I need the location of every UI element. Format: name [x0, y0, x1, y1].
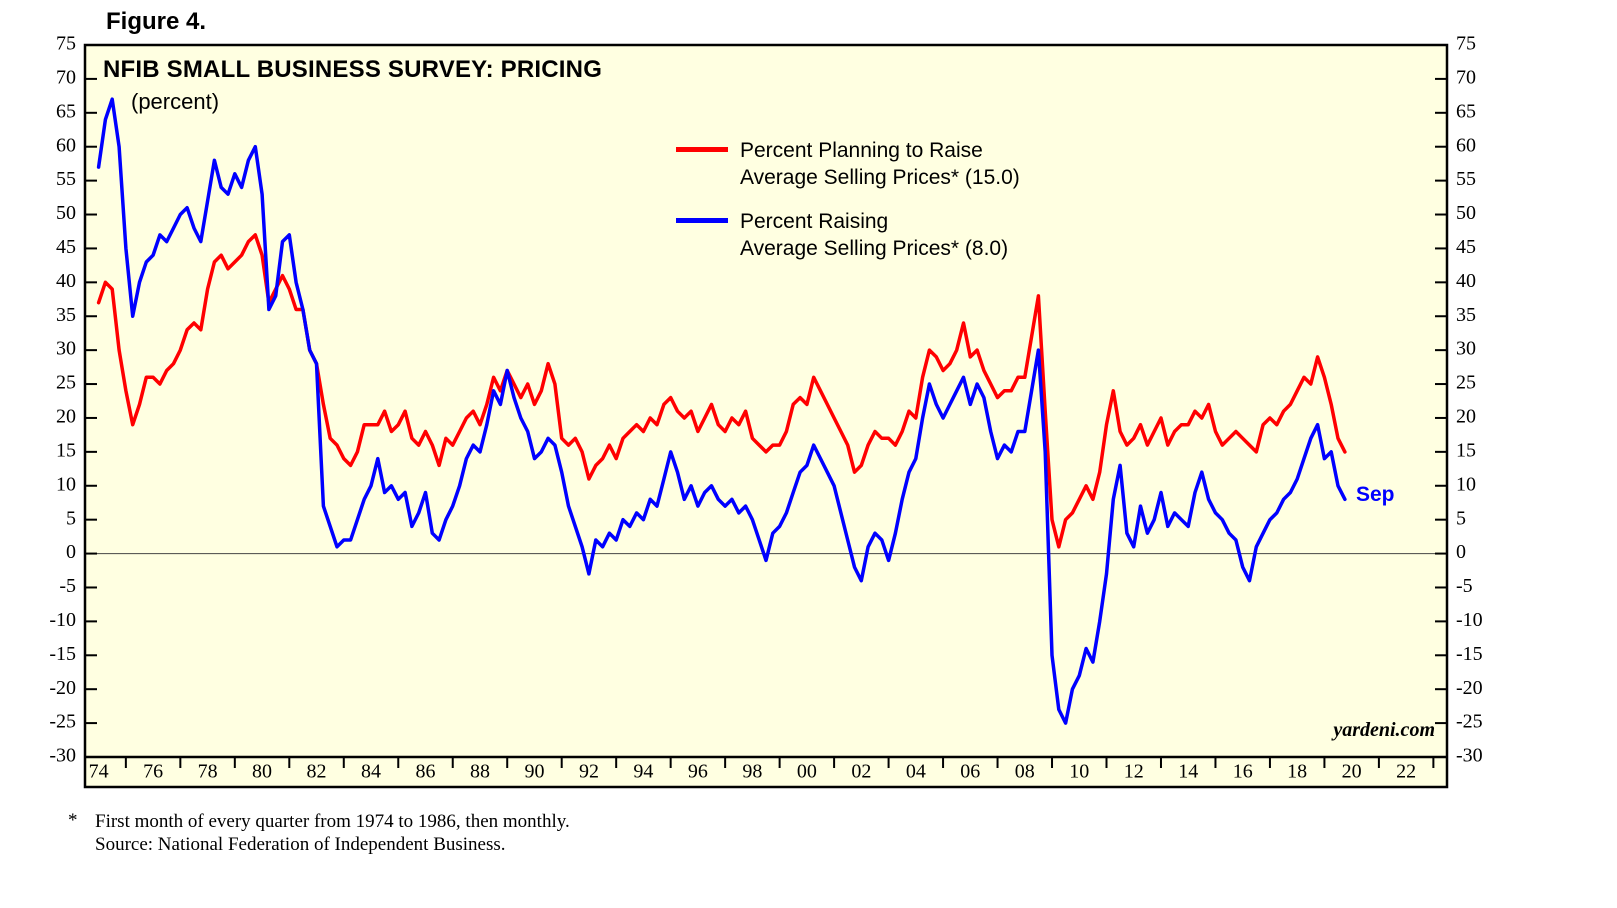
y-tick-label-left: 60: [56, 134, 76, 156]
y-tick-label-right: 25: [1456, 372, 1476, 394]
x-tick-label: 76: [143, 761, 163, 783]
y-tick-label-right: 70: [1456, 66, 1476, 88]
legend-label-raising: Percent Raising Average Selling Prices* …: [740, 208, 1008, 262]
y-tick-label-right: 35: [1456, 304, 1476, 326]
y-tick-label-right: 5: [1456, 507, 1466, 529]
x-tick-label: 84: [361, 761, 381, 783]
legend-swatch-red-line: [676, 147, 728, 152]
x-tick-label: 98: [742, 761, 762, 783]
y-tick-label-right: 0: [1456, 541, 1466, 563]
x-tick-label: 02: [851, 761, 871, 783]
y-tick-label-left: 20: [56, 406, 76, 428]
x-tick-label: 78: [198, 761, 218, 783]
y-tick-label-right: 75: [1456, 33, 1476, 55]
x-tick-label: 88: [470, 761, 490, 783]
x-tick-label: 08: [1015, 761, 1035, 783]
y-tick-label-right: -10: [1456, 609, 1483, 631]
y-tick-label-right: 65: [1456, 100, 1476, 122]
y-tick-label-right: -15: [1456, 643, 1483, 665]
y-tick-label-right: 50: [1456, 202, 1476, 224]
y-tick-label-left: -5: [59, 575, 76, 597]
legend-item-planning-to-raise: Percent Planning to Raise Average Sellin…: [676, 137, 1020, 191]
y-tick-label-right: 20: [1456, 406, 1476, 428]
x-tick-label: 00: [797, 761, 817, 783]
watermark: yardeni.com: [1333, 719, 1435, 741]
x-tick-label: 74: [89, 761, 109, 783]
y-tick-label-right: 40: [1456, 270, 1476, 292]
x-tick-label: 10: [1069, 761, 1089, 783]
footnote-line-1: First month of every quarter from 1974 t…: [95, 811, 570, 832]
y-tick-label-left: 55: [56, 168, 76, 190]
y-tick-label-left: 15: [56, 439, 76, 461]
y-tick-label-left: -25: [49, 711, 76, 733]
y-tick-label-right: 60: [1456, 134, 1476, 156]
y-tick-label-left: 0: [66, 541, 76, 563]
y-tick-label-left: 35: [56, 304, 76, 326]
x-tick-label: 96: [688, 761, 708, 783]
legend-line: Average Selling Prices* (8.0): [740, 237, 1009, 260]
legend: Percent Planning to Raise Average Sellin…: [676, 137, 1020, 279]
y-tick-label-left: 65: [56, 100, 76, 122]
legend-item-raising: Percent Raising Average Selling Prices* …: [676, 208, 1020, 262]
series-line-1: [96, 97, 1347, 725]
y-tick-label-left: -20: [49, 677, 76, 699]
legend-line: Percent Raising: [740, 210, 889, 233]
y-tick-label-left: 40: [56, 270, 76, 292]
y-tick-label-left: 70: [56, 66, 76, 88]
y-tick-label-left: 30: [56, 338, 76, 360]
figure-label: Figure 4.: [106, 8, 207, 35]
chart-title: NFIB SMALL BUSINESS SURVEY: PRICING: [103, 56, 603, 83]
footnote-marker: *: [68, 810, 78, 831]
x-tick-label: 86: [416, 761, 436, 783]
y-tick-label-right: 15: [1456, 439, 1476, 461]
x-tick-label: 14: [1178, 761, 1198, 783]
y-tick-label-right: -30: [1456, 745, 1483, 767]
x-tick-label: 80: [252, 761, 272, 783]
x-tick-label: 16: [1233, 761, 1253, 783]
legend-label-planning-to-raise: Percent Planning to Raise Average Sellin…: [740, 137, 1020, 191]
y-tick-label-left: 25: [56, 372, 76, 394]
y-tick-label-right: -20: [1456, 677, 1483, 699]
y-tick-label-right: 30: [1456, 338, 1476, 360]
y-tick-label-right: 10: [1456, 473, 1476, 495]
x-tick-label: 18: [1287, 761, 1307, 783]
latest-month-annotation: Sep: [1356, 483, 1395, 506]
y-tick-label-right: -25: [1456, 711, 1483, 733]
legend-line: Average Selling Prices* (15.0): [740, 166, 1020, 189]
y-tick-label-left: -15: [49, 643, 76, 665]
plot-background: [83, 43, 1449, 789]
x-tick-label: 82: [307, 761, 327, 783]
legend-line: Percent Planning to Raise: [740, 139, 983, 162]
x-tick-label: 12: [1124, 761, 1144, 783]
x-tick-label: 06: [960, 761, 980, 783]
legend-swatch-blue-line: [676, 218, 728, 223]
y-tick-label-right: 55: [1456, 168, 1476, 190]
x-tick-label: 22: [1396, 761, 1416, 783]
x-tick-label: 04: [906, 761, 926, 783]
x-tick-label: 94: [633, 761, 653, 783]
footnote-line-2: Source: National Federation of Independe…: [95, 834, 506, 855]
y-tick-label-left: 50: [56, 202, 76, 224]
y-tick-label-left: -10: [49, 609, 76, 631]
y-tick-label-left: 10: [56, 473, 76, 495]
y-tick-label-right: -5: [1456, 575, 1473, 597]
y-tick-label-left: -30: [49, 745, 76, 767]
x-tick-label: 92: [579, 761, 599, 783]
footnote: * First month of every quarter from 1974…: [68, 810, 570, 856]
y-tick-label-left: 45: [56, 236, 76, 258]
y-tick-label-right: 45: [1456, 236, 1476, 258]
x-tick-label: 90: [524, 761, 544, 783]
y-tick-label-left: 75: [56, 33, 76, 55]
x-tick-label: 20: [1342, 761, 1362, 783]
y-tick-label-left: 5: [66, 507, 76, 529]
chart-subtitle: (percent): [131, 89, 220, 114]
